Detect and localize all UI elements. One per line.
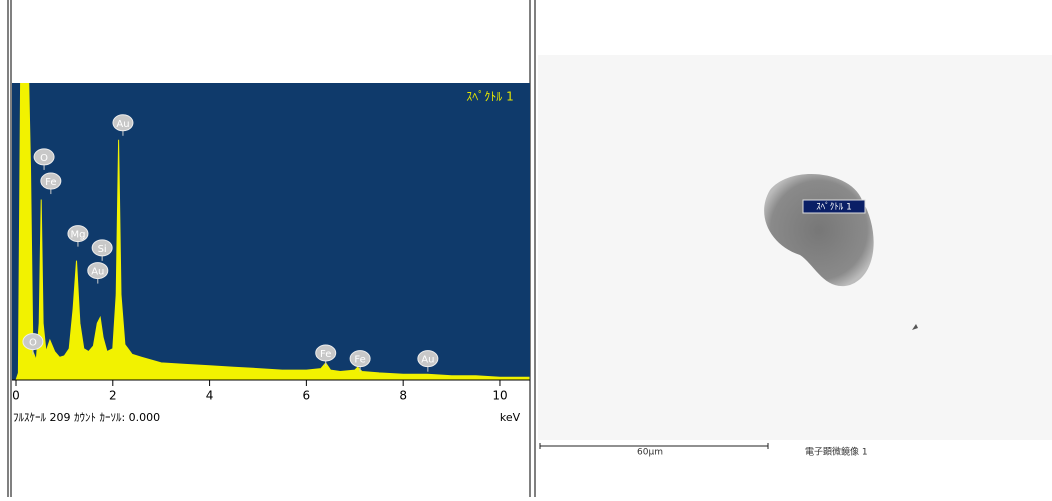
peak-marker xyxy=(67,225,89,243)
peak-marker xyxy=(22,333,44,351)
peak-marker xyxy=(349,350,371,368)
x-tick-label: 6 xyxy=(303,389,311,403)
image-caption: 電子顕微鏡像 1 xyxy=(805,446,868,458)
peak-label: Fe xyxy=(45,177,56,188)
peak-label: Au xyxy=(116,119,129,130)
peak-marker xyxy=(40,172,62,190)
peak-label: O xyxy=(40,153,48,164)
x-tick-label: 10 xyxy=(492,389,507,403)
peak-marker xyxy=(112,114,134,132)
spot-label-box xyxy=(802,199,866,214)
peak-label: Mg xyxy=(70,230,85,241)
peak-marker xyxy=(315,344,337,362)
peak-marker xyxy=(87,262,109,280)
peak-label: Fe xyxy=(320,349,331,360)
x-tick-label: 2 xyxy=(109,389,117,403)
chart-title: ｽﾍﾟｸﾄﾙ 1 xyxy=(466,90,513,104)
peak-marker xyxy=(33,148,55,166)
x-axis-label: keV xyxy=(500,411,521,424)
plot xyxy=(15,83,530,380)
peak-label: Au xyxy=(91,267,104,278)
plot-area xyxy=(12,83,530,380)
peak-label: Fe xyxy=(354,355,365,366)
x-tick-label: 4 xyxy=(206,389,214,403)
peak-label: Au xyxy=(421,355,434,366)
x-tick-label: 8 xyxy=(399,389,407,403)
caption: ﾌﾙｽｹｰﾙ 209 ｶｳﾝﾄ ｶｰｿﾙ: 0.000 xyxy=(13,411,160,424)
speck xyxy=(912,324,918,330)
peak-marker xyxy=(417,350,439,368)
peak-label: O xyxy=(29,338,37,349)
peak-label: Si xyxy=(98,244,107,255)
spot-label: ｽﾍﾟｸﾄﾙ 1 xyxy=(816,202,852,213)
peak-marker xyxy=(91,239,113,257)
x-tick-label: 0 xyxy=(12,389,20,403)
scale-label: 60µm xyxy=(637,448,663,458)
spectrum xyxy=(15,83,530,380)
